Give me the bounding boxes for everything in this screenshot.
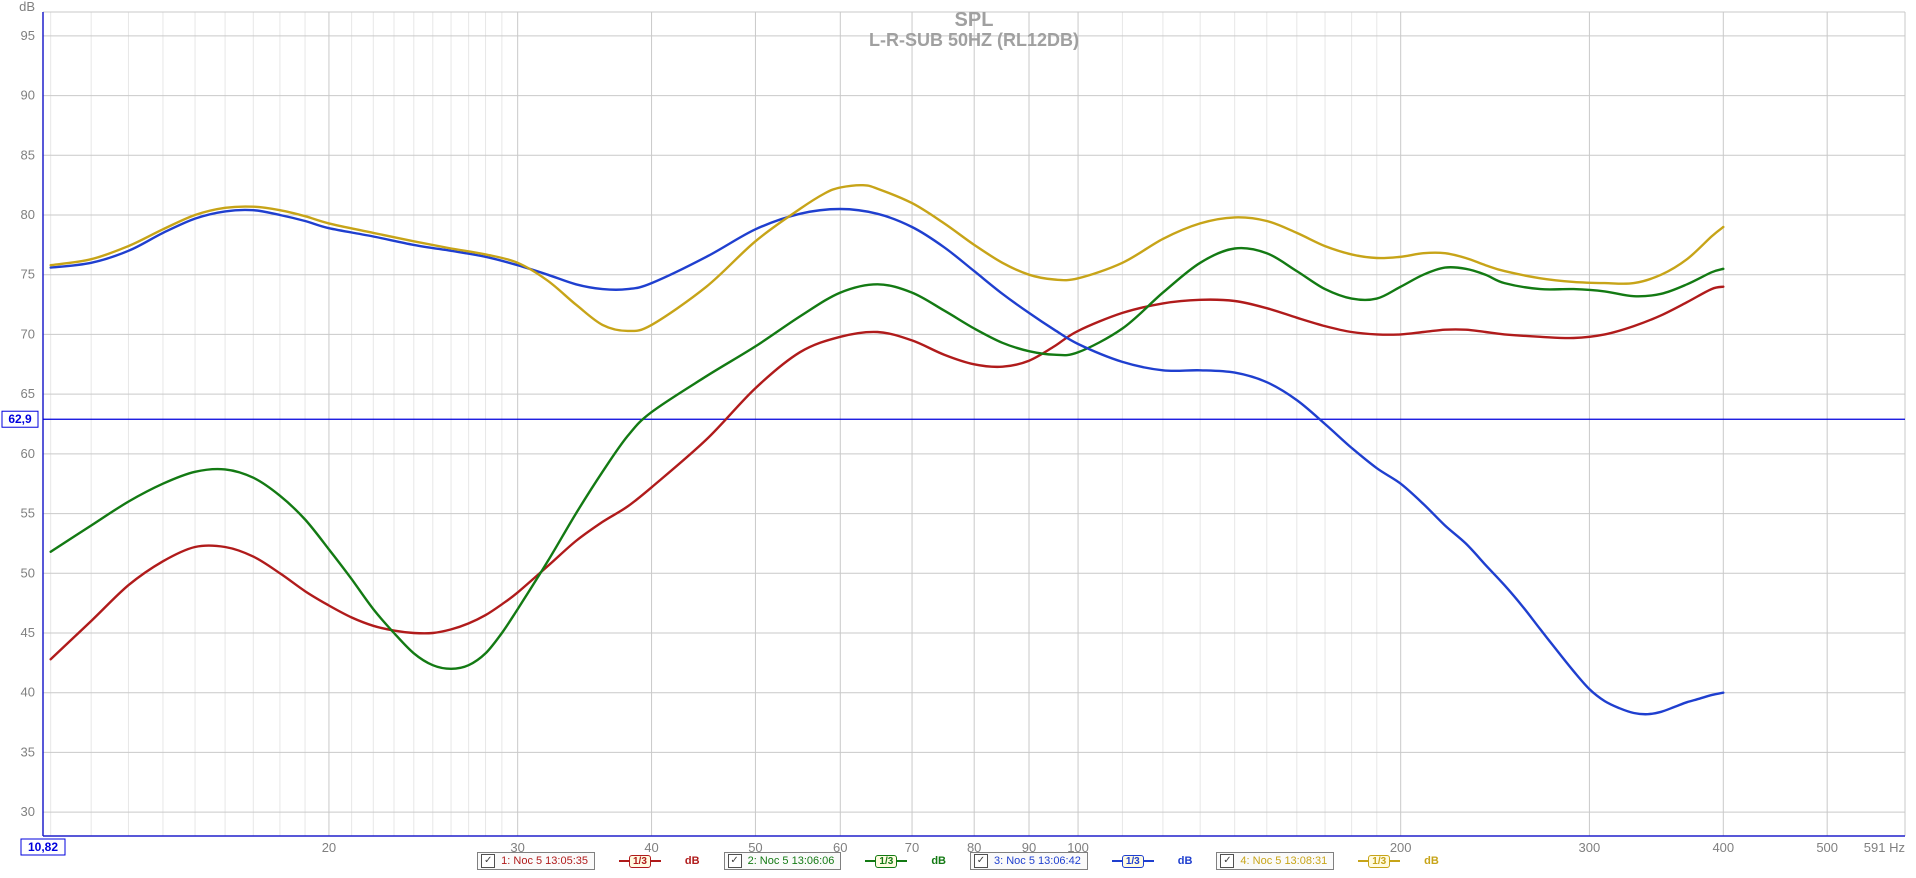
y-tick-label: 70 <box>21 326 35 341</box>
y-tick-label: 50 <box>21 565 35 580</box>
legend-series-name: 4: Noc 5 13:08:31 <box>1240 855 1327 867</box>
y-tick-label: 30 <box>21 804 35 819</box>
legend-unit-label: dB <box>685 855 700 867</box>
legend-item-s4[interactable]: ✓ 4: Noc 5 13:08:31 <box>1216 852 1334 870</box>
y-tick-label: 65 <box>21 386 35 401</box>
legend-unit-label: dB <box>1178 855 1193 867</box>
legend-item-s3[interactable]: ✓ 3: Noc 5 13:06:42 <box>970 852 1088 870</box>
legend-item-s2[interactable]: ✓ 2: Noc 5 13:06:06 <box>724 852 842 870</box>
y-tick-label: 95 <box>21 28 35 43</box>
y-unit-label: dB <box>19 0 35 14</box>
legend-series-name: 2: Noc 5 13:06:06 <box>748 855 835 867</box>
y-tick-label: 75 <box>21 267 35 282</box>
legend-fraction-badge[interactable]: 1/3 <box>875 855 897 868</box>
cursor-y-label: 62,9 <box>8 412 32 426</box>
y-tick-label: 85 <box>21 147 35 162</box>
chart-legend: ✓ 1: Noc 5 13:05:35 1/3 dB ✓ 2: Noc 5 13:06:0… <box>0 852 1916 870</box>
y-tick-label: 45 <box>21 625 35 640</box>
legend-checkbox[interactable]: ✓ <box>1220 854 1234 868</box>
spl-chart: 2030405060708090100200300400500303540455… <box>0 0 1916 878</box>
y-tick-label: 35 <box>21 744 35 759</box>
y-tick-label: 90 <box>21 88 35 103</box>
legend-fraction-badge[interactable]: 1/3 <box>1122 855 1144 868</box>
legend-item-s1[interactable]: ✓ 1: Noc 5 13:05:35 <box>477 852 595 870</box>
y-tick-label: 60 <box>21 446 35 461</box>
legend-unit-label: dB <box>931 855 946 867</box>
legend-fraction-badge[interactable]: 1/3 <box>629 855 651 868</box>
legend-series-name: 3: Noc 5 13:06:42 <box>994 855 1081 867</box>
chart-title: SPL <box>955 9 994 31</box>
y-tick-label: 40 <box>21 685 35 700</box>
legend-checkbox[interactable]: ✓ <box>974 854 988 868</box>
legend-checkbox[interactable]: ✓ <box>728 854 742 868</box>
chart-subtitle: L-R-SUB 50HZ (RL12DB) <box>869 30 1079 50</box>
y-tick-label: 80 <box>21 207 35 222</box>
legend-series-name: 1: Noc 5 13:05:35 <box>501 855 588 867</box>
legend-unit-label: dB <box>1424 855 1439 867</box>
legend-fraction-badge[interactable]: 1/3 <box>1368 855 1390 868</box>
legend-checkbox[interactable]: ✓ <box>481 854 495 868</box>
y-tick-label: 55 <box>21 506 35 521</box>
